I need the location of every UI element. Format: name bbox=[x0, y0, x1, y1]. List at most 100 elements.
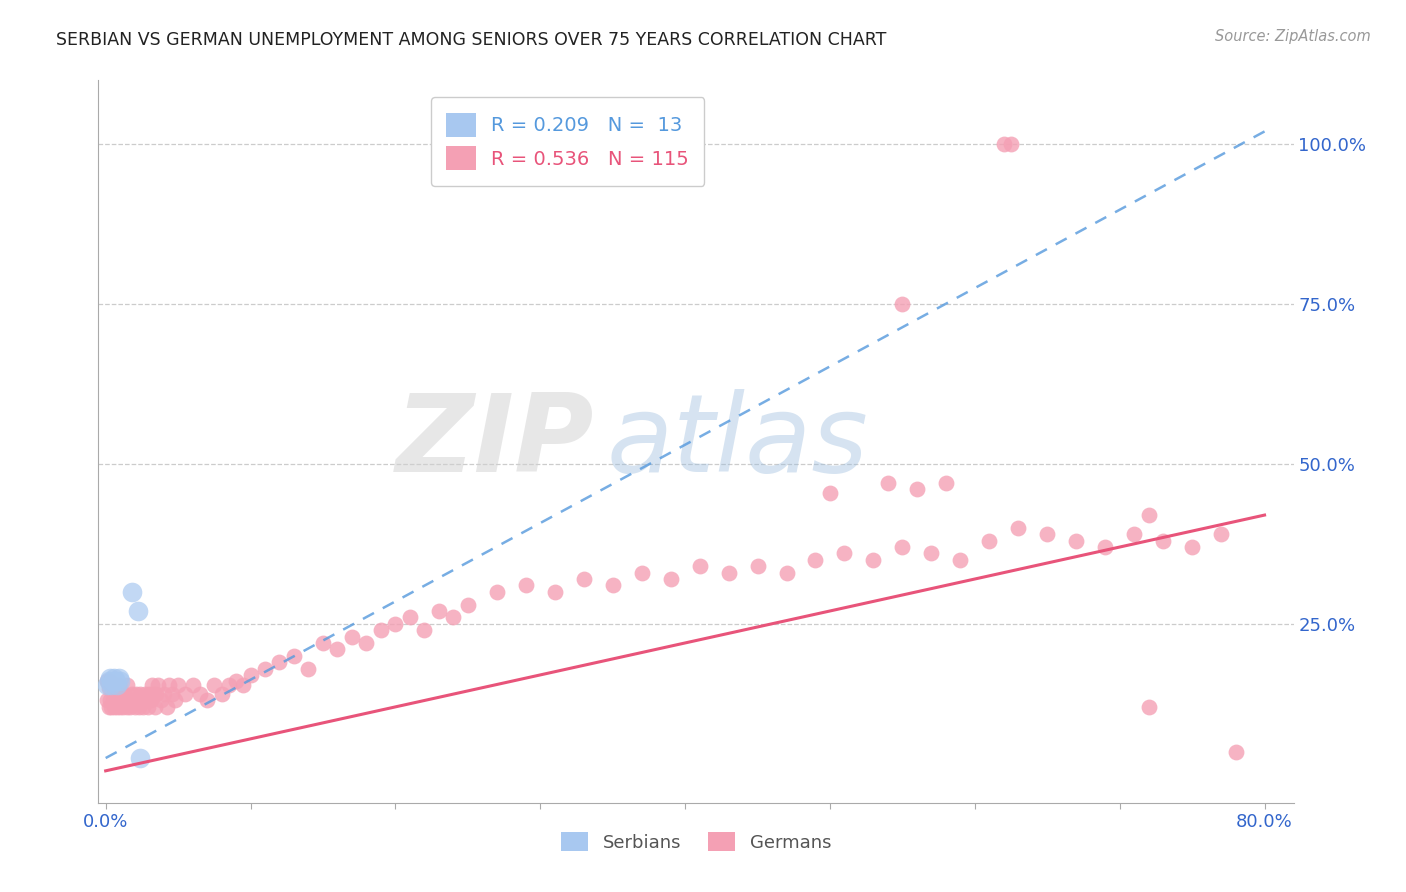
Text: ZIP: ZIP bbox=[396, 389, 595, 494]
Point bbox=[232, 677, 254, 691]
Text: Source: ZipAtlas.com: Source: ZipAtlas.com bbox=[1215, 29, 1371, 44]
Point bbox=[135, 693, 157, 707]
Point bbox=[949, 553, 972, 567]
Point bbox=[97, 674, 120, 689]
Point bbox=[96, 674, 118, 689]
Point bbox=[136, 699, 159, 714]
Point bbox=[145, 687, 167, 701]
Point bbox=[905, 483, 928, 497]
Point bbox=[1007, 521, 1029, 535]
Point bbox=[139, 693, 162, 707]
Point bbox=[149, 693, 172, 707]
Point bbox=[100, 677, 122, 691]
Point bbox=[107, 693, 129, 707]
Point bbox=[125, 687, 148, 701]
Point bbox=[253, 661, 276, 675]
Point bbox=[689, 559, 711, 574]
Point bbox=[188, 687, 211, 701]
Point bbox=[117, 677, 139, 691]
Point bbox=[103, 671, 125, 685]
Text: SERBIAN VS GERMAN UNEMPLOYMENT AMONG SENIORS OVER 75 YEARS CORRELATION CHART: SERBIAN VS GERMAN UNEMPLOYMENT AMONG SEN… bbox=[56, 31, 887, 49]
Point bbox=[162, 687, 184, 701]
Text: atlas: atlas bbox=[606, 389, 869, 494]
Point bbox=[269, 655, 291, 669]
Point bbox=[935, 476, 957, 491]
Legend: Serbians, Germans: Serbians, Germans bbox=[554, 825, 838, 859]
Point bbox=[117, 699, 139, 714]
Point bbox=[174, 687, 197, 701]
Point bbox=[659, 572, 682, 586]
Point bbox=[804, 553, 827, 567]
Point bbox=[134, 687, 156, 701]
Point bbox=[100, 677, 122, 691]
Point bbox=[104, 674, 127, 689]
Point bbox=[979, 533, 1001, 548]
Point bbox=[457, 598, 479, 612]
Point bbox=[920, 546, 942, 560]
Point bbox=[775, 566, 797, 580]
Point bbox=[96, 693, 118, 707]
Point bbox=[441, 610, 464, 624]
Point bbox=[152, 687, 174, 701]
Point bbox=[1094, 540, 1116, 554]
Point bbox=[891, 540, 914, 554]
Point bbox=[118, 693, 141, 707]
Point bbox=[120, 699, 142, 714]
Point bbox=[103, 687, 125, 701]
Point bbox=[218, 677, 240, 691]
Point bbox=[107, 677, 129, 691]
Point bbox=[112, 699, 135, 714]
Point bbox=[108, 699, 131, 714]
Point bbox=[312, 636, 335, 650]
Point bbox=[485, 584, 508, 599]
Point bbox=[356, 636, 378, 650]
Point bbox=[1137, 699, 1160, 714]
Point bbox=[122, 693, 145, 707]
Point bbox=[104, 677, 127, 691]
Point bbox=[98, 671, 121, 685]
Point bbox=[108, 674, 131, 689]
Point bbox=[283, 648, 305, 663]
Point bbox=[129, 687, 152, 701]
Point bbox=[602, 578, 624, 592]
Point bbox=[413, 623, 436, 637]
Point bbox=[98, 674, 121, 689]
Point bbox=[1123, 527, 1146, 541]
Point bbox=[121, 687, 143, 701]
Point bbox=[572, 572, 595, 586]
Point bbox=[97, 699, 120, 714]
Point bbox=[132, 699, 155, 714]
Point bbox=[1036, 527, 1059, 541]
Point bbox=[124, 699, 146, 714]
Point bbox=[1225, 745, 1247, 759]
Point bbox=[384, 616, 406, 631]
Point bbox=[1064, 533, 1087, 548]
Point bbox=[107, 671, 129, 685]
Point bbox=[1181, 540, 1204, 554]
Point bbox=[105, 687, 128, 701]
Point bbox=[105, 677, 128, 691]
Point bbox=[515, 578, 537, 592]
Point bbox=[96, 677, 118, 691]
Point bbox=[239, 668, 262, 682]
Point bbox=[1137, 508, 1160, 522]
Point bbox=[167, 677, 190, 691]
Point bbox=[157, 677, 180, 691]
Point bbox=[399, 610, 422, 624]
Point bbox=[141, 677, 163, 691]
Point bbox=[195, 693, 218, 707]
Point bbox=[128, 699, 150, 714]
Point bbox=[370, 623, 392, 637]
Point bbox=[1209, 527, 1232, 541]
Point bbox=[103, 699, 125, 714]
Point bbox=[1152, 533, 1174, 548]
Point bbox=[1000, 137, 1022, 152]
Point bbox=[101, 693, 124, 707]
Point bbox=[891, 297, 914, 311]
Point bbox=[877, 476, 900, 491]
Point bbox=[98, 693, 121, 707]
Point bbox=[202, 677, 225, 691]
Point bbox=[115, 693, 138, 707]
Point bbox=[142, 687, 165, 701]
Point bbox=[165, 693, 187, 707]
